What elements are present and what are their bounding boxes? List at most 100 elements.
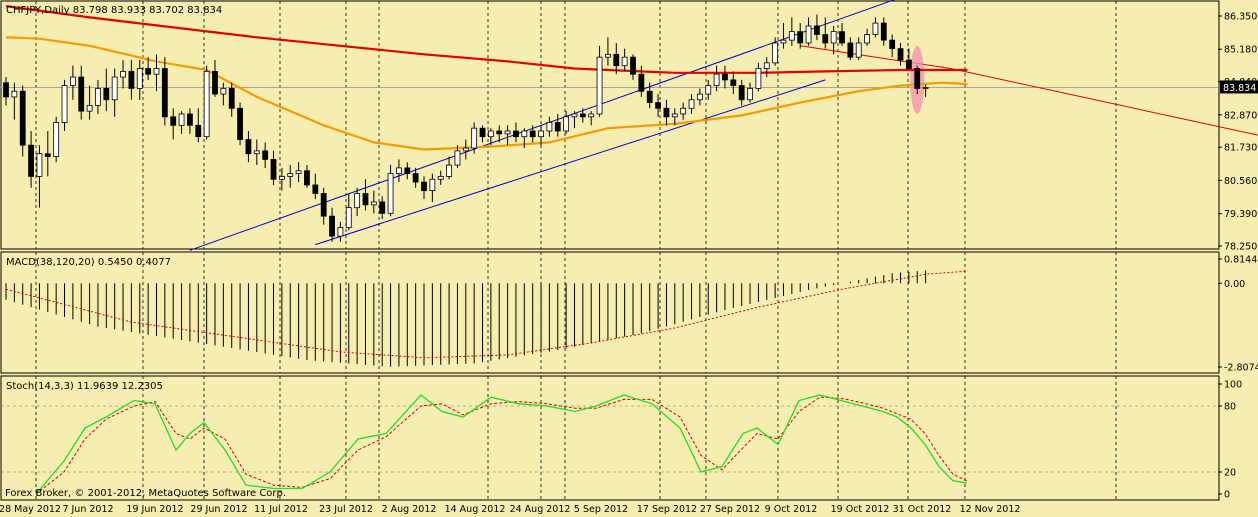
candle-body: [638, 73, 645, 92]
candle-body: [36, 153, 43, 177]
candle-body: [538, 130, 544, 138]
candle-body: [379, 201, 386, 214]
candle-body: [270, 158, 277, 180]
candle-body: [312, 184, 319, 194]
current-price-marker: [1220, 80, 1258, 94]
x-axis-tick-label: 23 Jul 2012: [319, 504, 373, 515]
channel-lower-line: [315, 79, 826, 246]
candle-body: [905, 59, 912, 69]
candle-body: [613, 53, 620, 67]
candle-body: [44, 153, 51, 157]
candle-body: [345, 207, 352, 228]
candle-body: [747, 88, 753, 101]
current-price-label: 83.834: [1223, 83, 1256, 94]
stoch-axis-tick-label: 0: [1224, 490, 1230, 501]
candle-body: [78, 76, 85, 112]
candle-body: [471, 127, 478, 149]
candle-body: [713, 73, 720, 86]
x-axis-tick-label: 11 Jul 2012: [254, 504, 308, 515]
candle-body: [228, 88, 235, 109]
candle-body: [212, 70, 218, 95]
x-axis-tick-label: 2 Aug 2012: [382, 504, 437, 515]
candle-body: [805, 25, 812, 44]
x-axis-tick-label: 29 Jun 2012: [190, 504, 247, 515]
candle-body: [304, 170, 310, 186]
candle-body: [889, 39, 896, 50]
candle-body: [730, 79, 737, 86]
macd-axis-tick-label: 0.00: [1224, 279, 1245, 290]
candle-body: [412, 173, 419, 183]
candle-body: [671, 113, 678, 118]
candle-body: [864, 34, 870, 44]
price-axis-tick-label: 86.350: [1224, 12, 1257, 23]
candle-body: [136, 68, 143, 89]
candle-body: [655, 102, 661, 109]
candle-body: [11, 90, 18, 98]
candle-body: [579, 113, 586, 118]
candle-body: [404, 167, 411, 174]
candle-body: [53, 122, 60, 157]
price-axis-tick-label: 85.180: [1224, 45, 1257, 56]
stoch-panel-label: Stoch(14,3,3) 11.9639 12.2305: [6, 381, 163, 392]
candle-body: [19, 90, 26, 146]
x-axis-tick-label: 5 Sep 2012: [574, 504, 628, 515]
candle-body: [61, 85, 68, 123]
candle-body: [630, 56, 636, 75]
candle-body: [446, 164, 452, 177]
candle-body: [462, 147, 469, 152]
candle-body: [362, 193, 369, 206]
x-axis-tick-label: 31 Oct 2012: [893, 504, 952, 515]
macd-layer: [5, 270, 968, 367]
candle-body: [914, 68, 921, 89]
price-axis-tick-label: 79.390: [1224, 209, 1257, 220]
candle-body: [153, 68, 160, 75]
candle-body: [69, 76, 76, 86]
candle-body: [738, 85, 745, 101]
candle-body: [111, 76, 118, 101]
candle-body: [245, 139, 252, 155]
candle-body: [262, 150, 269, 160]
candle-body: [571, 113, 578, 118]
candle-body: [496, 130, 503, 135]
candle-body: [588, 113, 595, 118]
x-axis-tick-label: 17 Sep 2012: [637, 504, 697, 515]
candle-body: [295, 170, 302, 174]
candle-body: [487, 130, 494, 138]
candle-body: [772, 42, 779, 64]
candle-body: [454, 150, 461, 166]
axis-layer: 28 May 2012 7 Jun 2012 19 Jun 2012 29 Jun 2…: [0, 12, 1258, 515]
candle-body: [161, 68, 168, 118]
candle-body: [788, 31, 795, 41]
candle-body: [86, 105, 93, 112]
price-layer: [0, 0, 1258, 251]
candle-body: [145, 68, 152, 75]
candle-body: [688, 99, 695, 109]
candle-body: [696, 93, 703, 101]
ma-slow-line: [5, 5, 968, 74]
price-axis-tick-label: 80.560: [1224, 176, 1257, 187]
stoch-signal-line: [35, 396, 968, 495]
x-axis-tick-label: 7 Jun 2012: [62, 504, 113, 515]
candle-body: [880, 22, 887, 41]
candle-body: [546, 122, 553, 132]
macd-axis-tick-label: -2.8074: [1224, 363, 1258, 374]
x-axis-tick-label: 27 Sep 2012: [700, 504, 760, 515]
candle-body: [253, 150, 260, 155]
candle-body: [421, 181, 427, 192]
candle-body: [897, 48, 904, 61]
candle-body: [429, 178, 436, 192]
stoch-panel-frame: [0, 375, 1220, 501]
candle-body: [479, 127, 486, 138]
candle-body: [396, 167, 402, 174]
macd-axis-tick-label: 0.8144: [1224, 255, 1257, 266]
candle-body: [872, 22, 879, 35]
candle-body: [521, 130, 528, 138]
stoch-layer: [1, 394, 1218, 495]
candle-body: [596, 56, 603, 115]
candle-body: [513, 130, 519, 138]
candle-body: [830, 31, 837, 44]
candle-body: [3, 82, 9, 98]
candle-body: [178, 113, 185, 126]
x-axis-tick-label: 14 Aug 2012: [445, 504, 506, 515]
